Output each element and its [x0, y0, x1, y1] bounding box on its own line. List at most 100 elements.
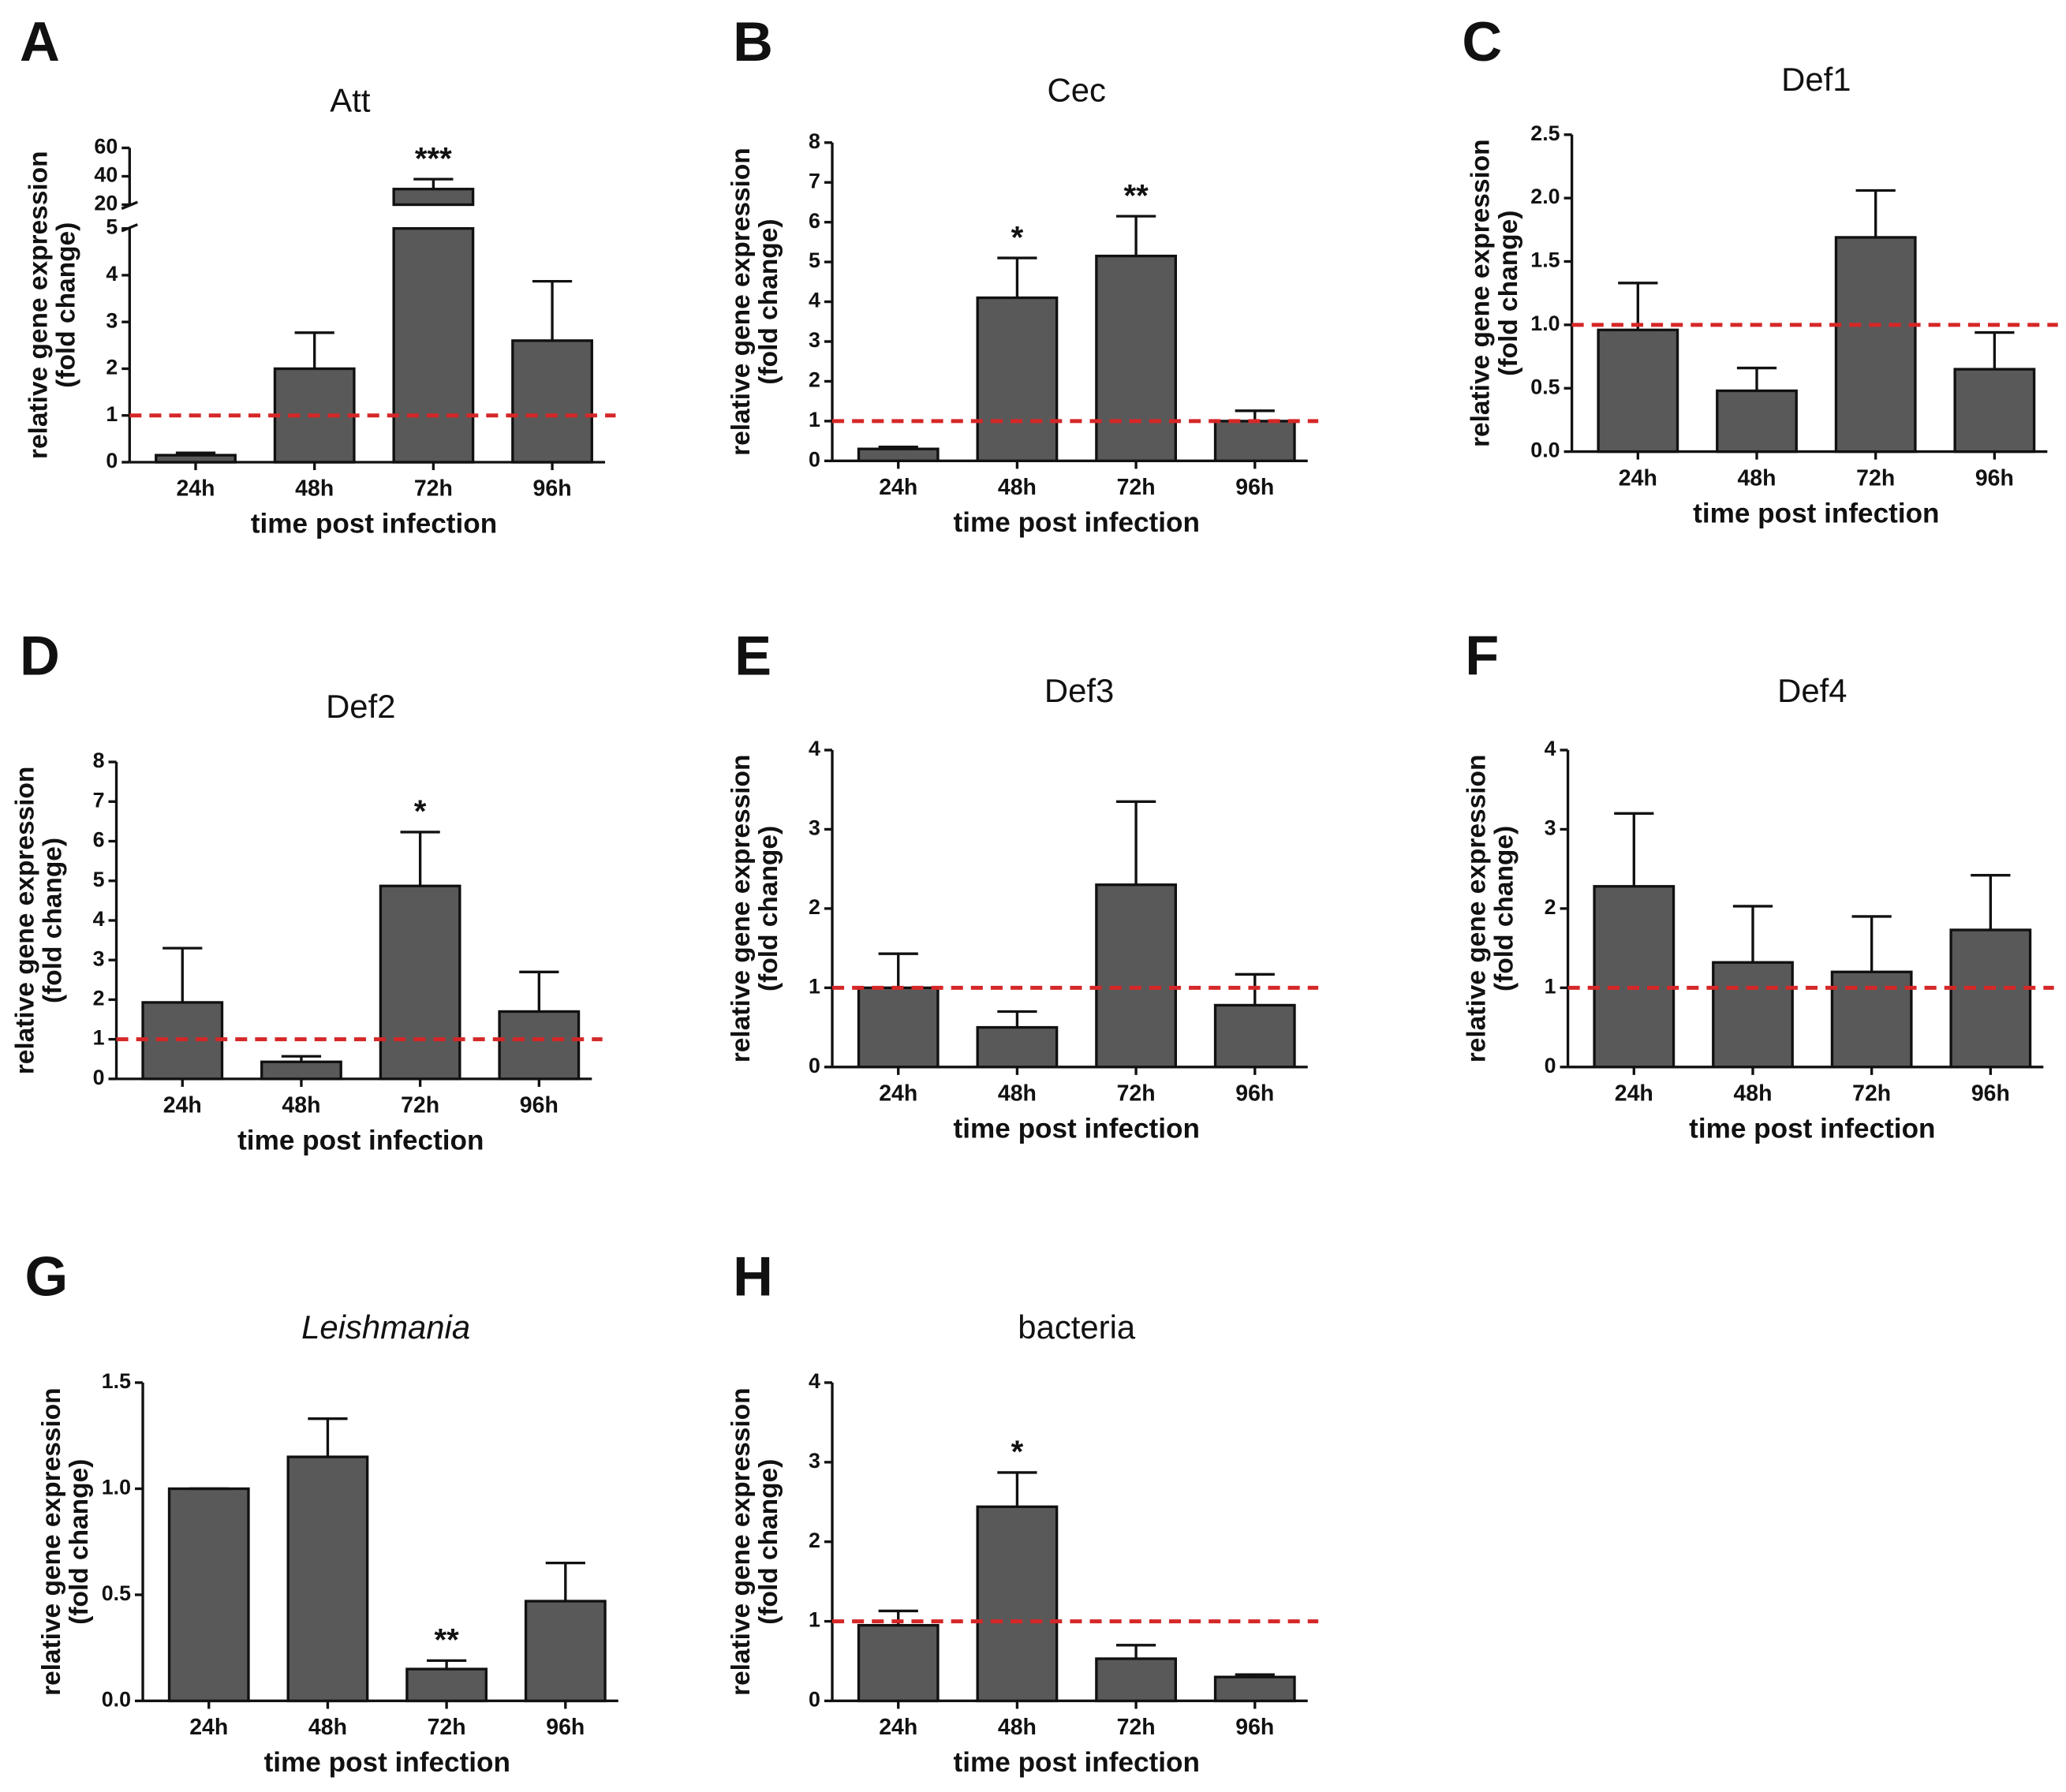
x-axis-label: time post infection: [251, 509, 497, 539]
x-tick-label: 48h: [295, 476, 334, 502]
y-tick-label: 1: [1545, 974, 1556, 998]
chart-title: Def2: [326, 688, 395, 725]
x-tick-label: 24h: [176, 476, 215, 502]
y-tick-label: 2.0: [1530, 185, 1560, 208]
x-tick-label: 48h: [308, 1715, 347, 1740]
y-tick-label: 1: [106, 402, 118, 426]
y-tick-label: 3: [809, 816, 820, 840]
panel: B Cec relative gene expression(fold change…: [727, 10, 1319, 538]
error-bar: [413, 177, 454, 189]
y-tick-label: 1.0: [102, 1476, 131, 1499]
bar: [379, 884, 461, 1081]
y-tick-label: 0: [106, 449, 118, 472]
chart-title: Def1: [1781, 61, 1851, 98]
bar: [976, 296, 1059, 462]
y-tick-label: 4: [106, 262, 118, 286]
x-tick-label: 48h: [998, 1081, 1037, 1106]
x-tick-label: 24h: [879, 1715, 917, 1740]
x-axis-label: time post infection: [1689, 1113, 1935, 1144]
y-tick-label: 5: [106, 215, 118, 239]
error-bar: [294, 331, 334, 369]
y-axis-label: (fold change): [51, 222, 80, 388]
x-tick-label: 24h: [1615, 1081, 1653, 1106]
y-tick-label: 6: [93, 828, 105, 852]
error-bar: [532, 279, 573, 341]
bar: [1834, 236, 1917, 454]
y-tick-label: 2: [106, 356, 118, 379]
y-tick-label: 4: [809, 289, 820, 312]
y-tick-label: 8: [93, 749, 105, 772]
y-tick-label: 1.5: [102, 1369, 131, 1393]
y-axis-label: relative gene expression: [1466, 139, 1496, 447]
error-bar: [997, 1471, 1037, 1507]
y-tick-label: 6: [809, 209, 820, 233]
y-tick-label: 7: [93, 788, 105, 812]
error-bar: [1971, 874, 2011, 931]
error-bar: [997, 1010, 1037, 1028]
y-tick-label: 4: [93, 907, 105, 931]
y-tick-label: 7: [809, 169, 820, 192]
bar-lower: [392, 226, 475, 464]
x-tick-label: 72h: [401, 1093, 439, 1118]
x-tick-label: 96h: [546, 1715, 585, 1740]
x-tick-label: 96h: [533, 476, 572, 502]
error-bar: [878, 952, 918, 988]
y-tick-label: 1: [809, 408, 820, 431]
error-bar: [878, 445, 918, 450]
bar: [1095, 1657, 1177, 1703]
y-tick-label: 1: [809, 1608, 820, 1632]
y-tick-label: 3: [93, 946, 105, 970]
error-bar: [1614, 812, 1654, 887]
x-tick-label: 24h: [879, 1081, 917, 1106]
y-tick-label: 1.5: [1530, 248, 1560, 272]
significance: *: [414, 793, 427, 829]
bar: [1593, 885, 1676, 1069]
error-bar: [519, 970, 559, 1012]
y-tick-label: 1: [809, 974, 820, 998]
error-bar: [545, 1561, 585, 1602]
bar: [1213, 420, 1296, 462]
bar: [976, 1025, 1059, 1069]
error-bar: [997, 256, 1037, 298]
chart-title: Def3: [1044, 672, 1114, 709]
y-tick-label: 8: [809, 129, 820, 153]
error-bar: [427, 1659, 467, 1670]
bar: [392, 188, 475, 464]
bar: [498, 1010, 581, 1081]
x-tick-label: 96h: [520, 1093, 559, 1118]
y-tick-label: 20: [94, 192, 118, 215]
y-tick-label: 0.0: [1530, 439, 1560, 462]
bar: [1095, 254, 1177, 462]
y-tick-label: 0: [1545, 1054, 1556, 1077]
panel: C Def1 relative gene expression(fold chang…: [1462, 10, 2058, 528]
y-tick-label: 4: [1545, 737, 1556, 760]
bar: [1953, 368, 2036, 454]
x-tick-label: 72h: [428, 1715, 466, 1740]
error-bar: [400, 831, 440, 887]
significance: **: [1123, 177, 1149, 213]
y-tick-label: 2: [809, 1529, 820, 1552]
error-bar: [1618, 282, 1658, 330]
panel: G Leishmania relative gene expression(fold…: [24, 1245, 618, 1778]
panel: D Def2 relative gene expression(fold chang…: [11, 625, 603, 1156]
y-tick-label: 5: [809, 248, 820, 272]
y-tick-label: 3: [809, 328, 820, 352]
bar: [524, 1600, 607, 1703]
y-tick-label: 1.0: [1530, 312, 1560, 335]
bar: [1213, 1675, 1296, 1703]
y-axis-label: (fold change): [1490, 826, 1519, 991]
y-tick-label: 0: [809, 447, 820, 471]
y-axis-label: (fold change): [754, 826, 783, 991]
error-bar: [281, 1055, 322, 1062]
bar: [155, 454, 237, 464]
chart-title: Def4: [1777, 672, 1847, 709]
panel-letter: C: [1462, 10, 1502, 73]
bar: [1597, 328, 1679, 454]
x-tick-label: 24h: [163, 1093, 202, 1118]
bar: [1712, 961, 1794, 1069]
error-bar: [1115, 800, 1156, 885]
y-axis-label: relative gene expression: [37, 1387, 66, 1696]
x-tick-label: 72h: [1852, 1081, 1891, 1106]
